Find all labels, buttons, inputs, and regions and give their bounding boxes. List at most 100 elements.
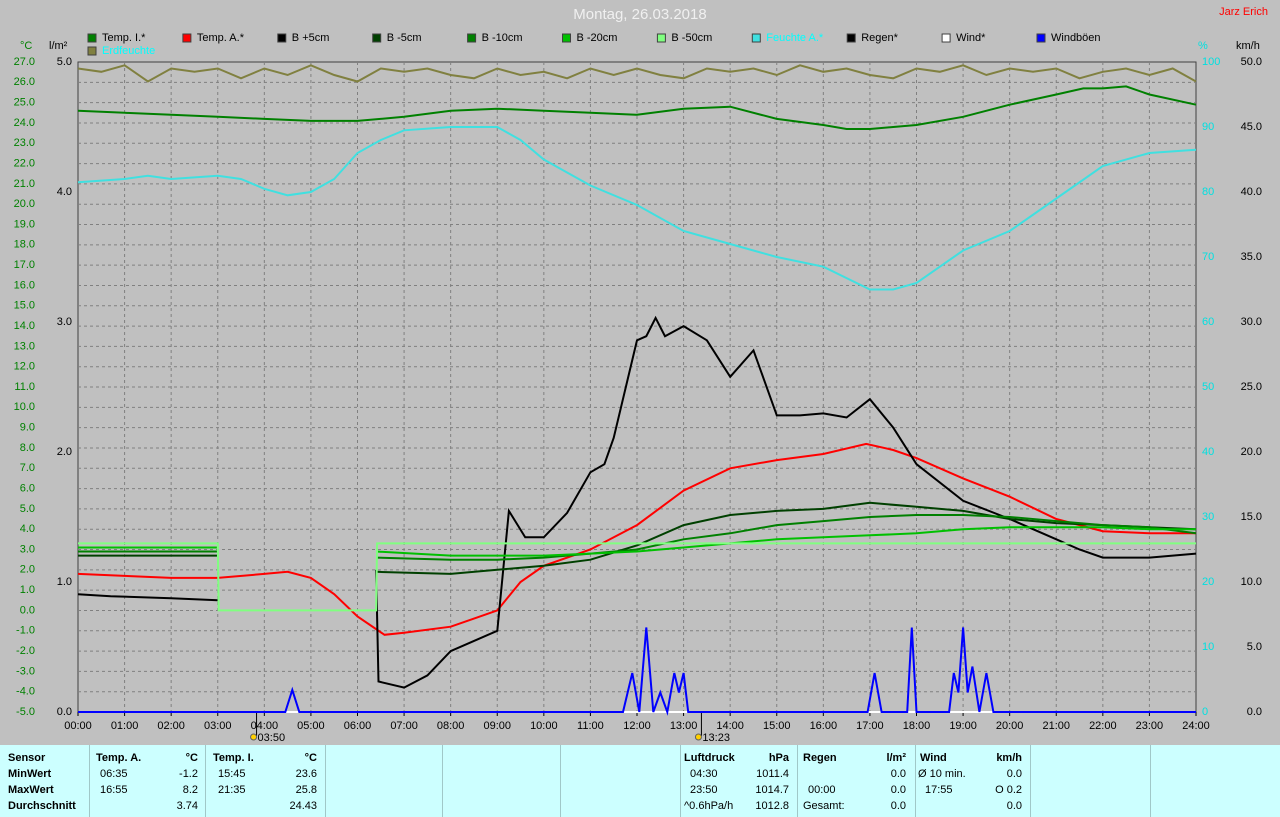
y4-tick-label: 25.0	[1241, 381, 1262, 393]
series-line	[77, 64, 1197, 83]
summary-cell: 24.43	[289, 800, 317, 812]
y-tick-label: 0.0	[20, 604, 35, 616]
summary-cell: Gesamt:	[803, 800, 845, 812]
y3-tick-label: 70	[1202, 251, 1214, 263]
legend-swatch	[87, 33, 97, 43]
annotation-label: 03:50	[258, 732, 286, 744]
y-tick-label: 9.0	[20, 422, 35, 434]
y-tick-label: 18.0	[14, 239, 35, 251]
y2-tick-label: 4.0	[57, 186, 72, 198]
summary-cell: Temp. A.	[96, 752, 142, 764]
y-tick-label: 8.0	[20, 442, 35, 454]
y-tick-label: 4.0	[20, 523, 35, 535]
series-line	[77, 85, 1197, 130]
y-tick-label: 16.0	[14, 279, 35, 291]
summary-cell: 23:50	[690, 784, 718, 796]
summary-cell: 0.0	[890, 784, 906, 796]
x-tick-label: 03:00	[204, 720, 232, 732]
legend-label: Temp. I.*	[102, 32, 146, 44]
x-tick-label: 24:00	[1182, 720, 1210, 732]
y-tick-label: 26.0	[14, 76, 35, 88]
series-line	[78, 526, 1196, 557]
y3-tick-label: 10	[1202, 641, 1214, 653]
summary-cell: Ø 10 min.	[918, 768, 966, 780]
legend-swatch	[941, 33, 951, 43]
summary-cell: 1012.8	[755, 800, 789, 812]
x-tick-label: 05:00	[297, 720, 325, 732]
x-tick-label: 21:00	[1042, 720, 1070, 732]
legend-swatch	[751, 33, 761, 43]
x-tick-label: 04:00	[251, 720, 279, 732]
x-tick-label: 10:00	[530, 720, 558, 732]
column-separator	[205, 745, 206, 817]
y3-unit: %	[1198, 40, 1208, 52]
legend-swatch	[277, 33, 287, 43]
y-tick-label: 3.0	[20, 543, 35, 555]
legend-label: Regen*	[861, 32, 898, 44]
series-line	[77, 126, 1197, 291]
y-tick-label: 27.0	[14, 56, 35, 68]
summary-cell: 00:00	[808, 784, 836, 796]
y3-tick-label: 40	[1202, 446, 1214, 458]
summary-cell: 0.0	[890, 800, 906, 812]
summary-cell: 16:55	[100, 784, 128, 796]
summary-cell: O 0.2	[995, 784, 1022, 796]
y-tick-label: 17.0	[14, 259, 35, 271]
x-tick-label: 16:00	[810, 720, 838, 732]
x-tick-label: 01:00	[111, 720, 139, 732]
summary-cell: 1014.7	[755, 784, 789, 796]
y4-tick-label: 10.0	[1241, 576, 1262, 588]
summary-cell: 0.0	[890, 768, 906, 780]
y-tick-label: 15.0	[14, 300, 35, 312]
y-tick-label: 10.0	[14, 401, 35, 413]
x-tick-label: 22:00	[1089, 720, 1117, 732]
x-tick-label: 15:00	[763, 720, 791, 732]
summary-cell: 23.6	[295, 768, 317, 780]
y-tick-label: 20.0	[14, 198, 35, 210]
column-separator	[325, 745, 326, 817]
legend-label: Erdfeuchte	[102, 45, 155, 57]
summary-cell: MaxWert	[8, 784, 54, 796]
x-tick-label: 19:00	[949, 720, 977, 732]
summary-cell: 1011.4	[756, 768, 789, 780]
y3-tick-label: 50	[1202, 381, 1214, 393]
summary-cell: 0.0	[1006, 768, 1022, 780]
y-tick-label: 6.0	[20, 482, 35, 494]
y4-tick-label: 20.0	[1241, 446, 1262, 458]
summary-cell: 0.0	[1006, 800, 1022, 812]
legend-swatch	[562, 33, 571, 43]
legend-label: B -5cm	[387, 32, 422, 44]
y3-tick-label: 90	[1202, 121, 1214, 133]
legend-swatch	[182, 33, 192, 43]
y3-tick-label: 80	[1202, 186, 1214, 198]
series-line	[78, 501, 1197, 575]
legend-label: B -20cm	[577, 32, 618, 44]
summary-cell: 04:30	[690, 768, 718, 780]
y-tick-label: 21.0	[14, 178, 35, 190]
y2-tick-label: 3.0	[57, 316, 72, 328]
summary-cell: 25.8	[295, 784, 317, 796]
column-separator	[1030, 745, 1031, 817]
y-tick-label: 2.0	[20, 564, 35, 576]
y3-tick-label: 30	[1202, 511, 1214, 523]
x-tick-label: 08:00	[437, 720, 465, 732]
y-tick-label: 14.0	[14, 320, 35, 332]
y3-tick-label: 100	[1202, 56, 1220, 68]
annotation-icon	[694, 733, 702, 741]
author: Jarz Erich	[1219, 6, 1268, 18]
legend-swatch	[87, 46, 97, 56]
legend-label: B -50cm	[671, 32, 712, 44]
summary-cell: Sensor	[8, 752, 46, 764]
y-tick-label: 11.0	[14, 381, 35, 393]
y2-tick-label: 5.0	[57, 56, 72, 68]
legend-swatch	[372, 33, 382, 43]
legend-label: Temp. A.*	[197, 32, 245, 44]
summary-cell: 21:35	[218, 784, 246, 796]
summary-cell: Temp. I.	[213, 752, 254, 764]
y-tick-label: 12.0	[14, 361, 35, 373]
summary-cell: MinWert	[8, 768, 52, 780]
column-separator	[560, 745, 561, 817]
summary-cell: -1.2	[179, 768, 198, 780]
x-tick-label: 07:00	[390, 720, 418, 732]
